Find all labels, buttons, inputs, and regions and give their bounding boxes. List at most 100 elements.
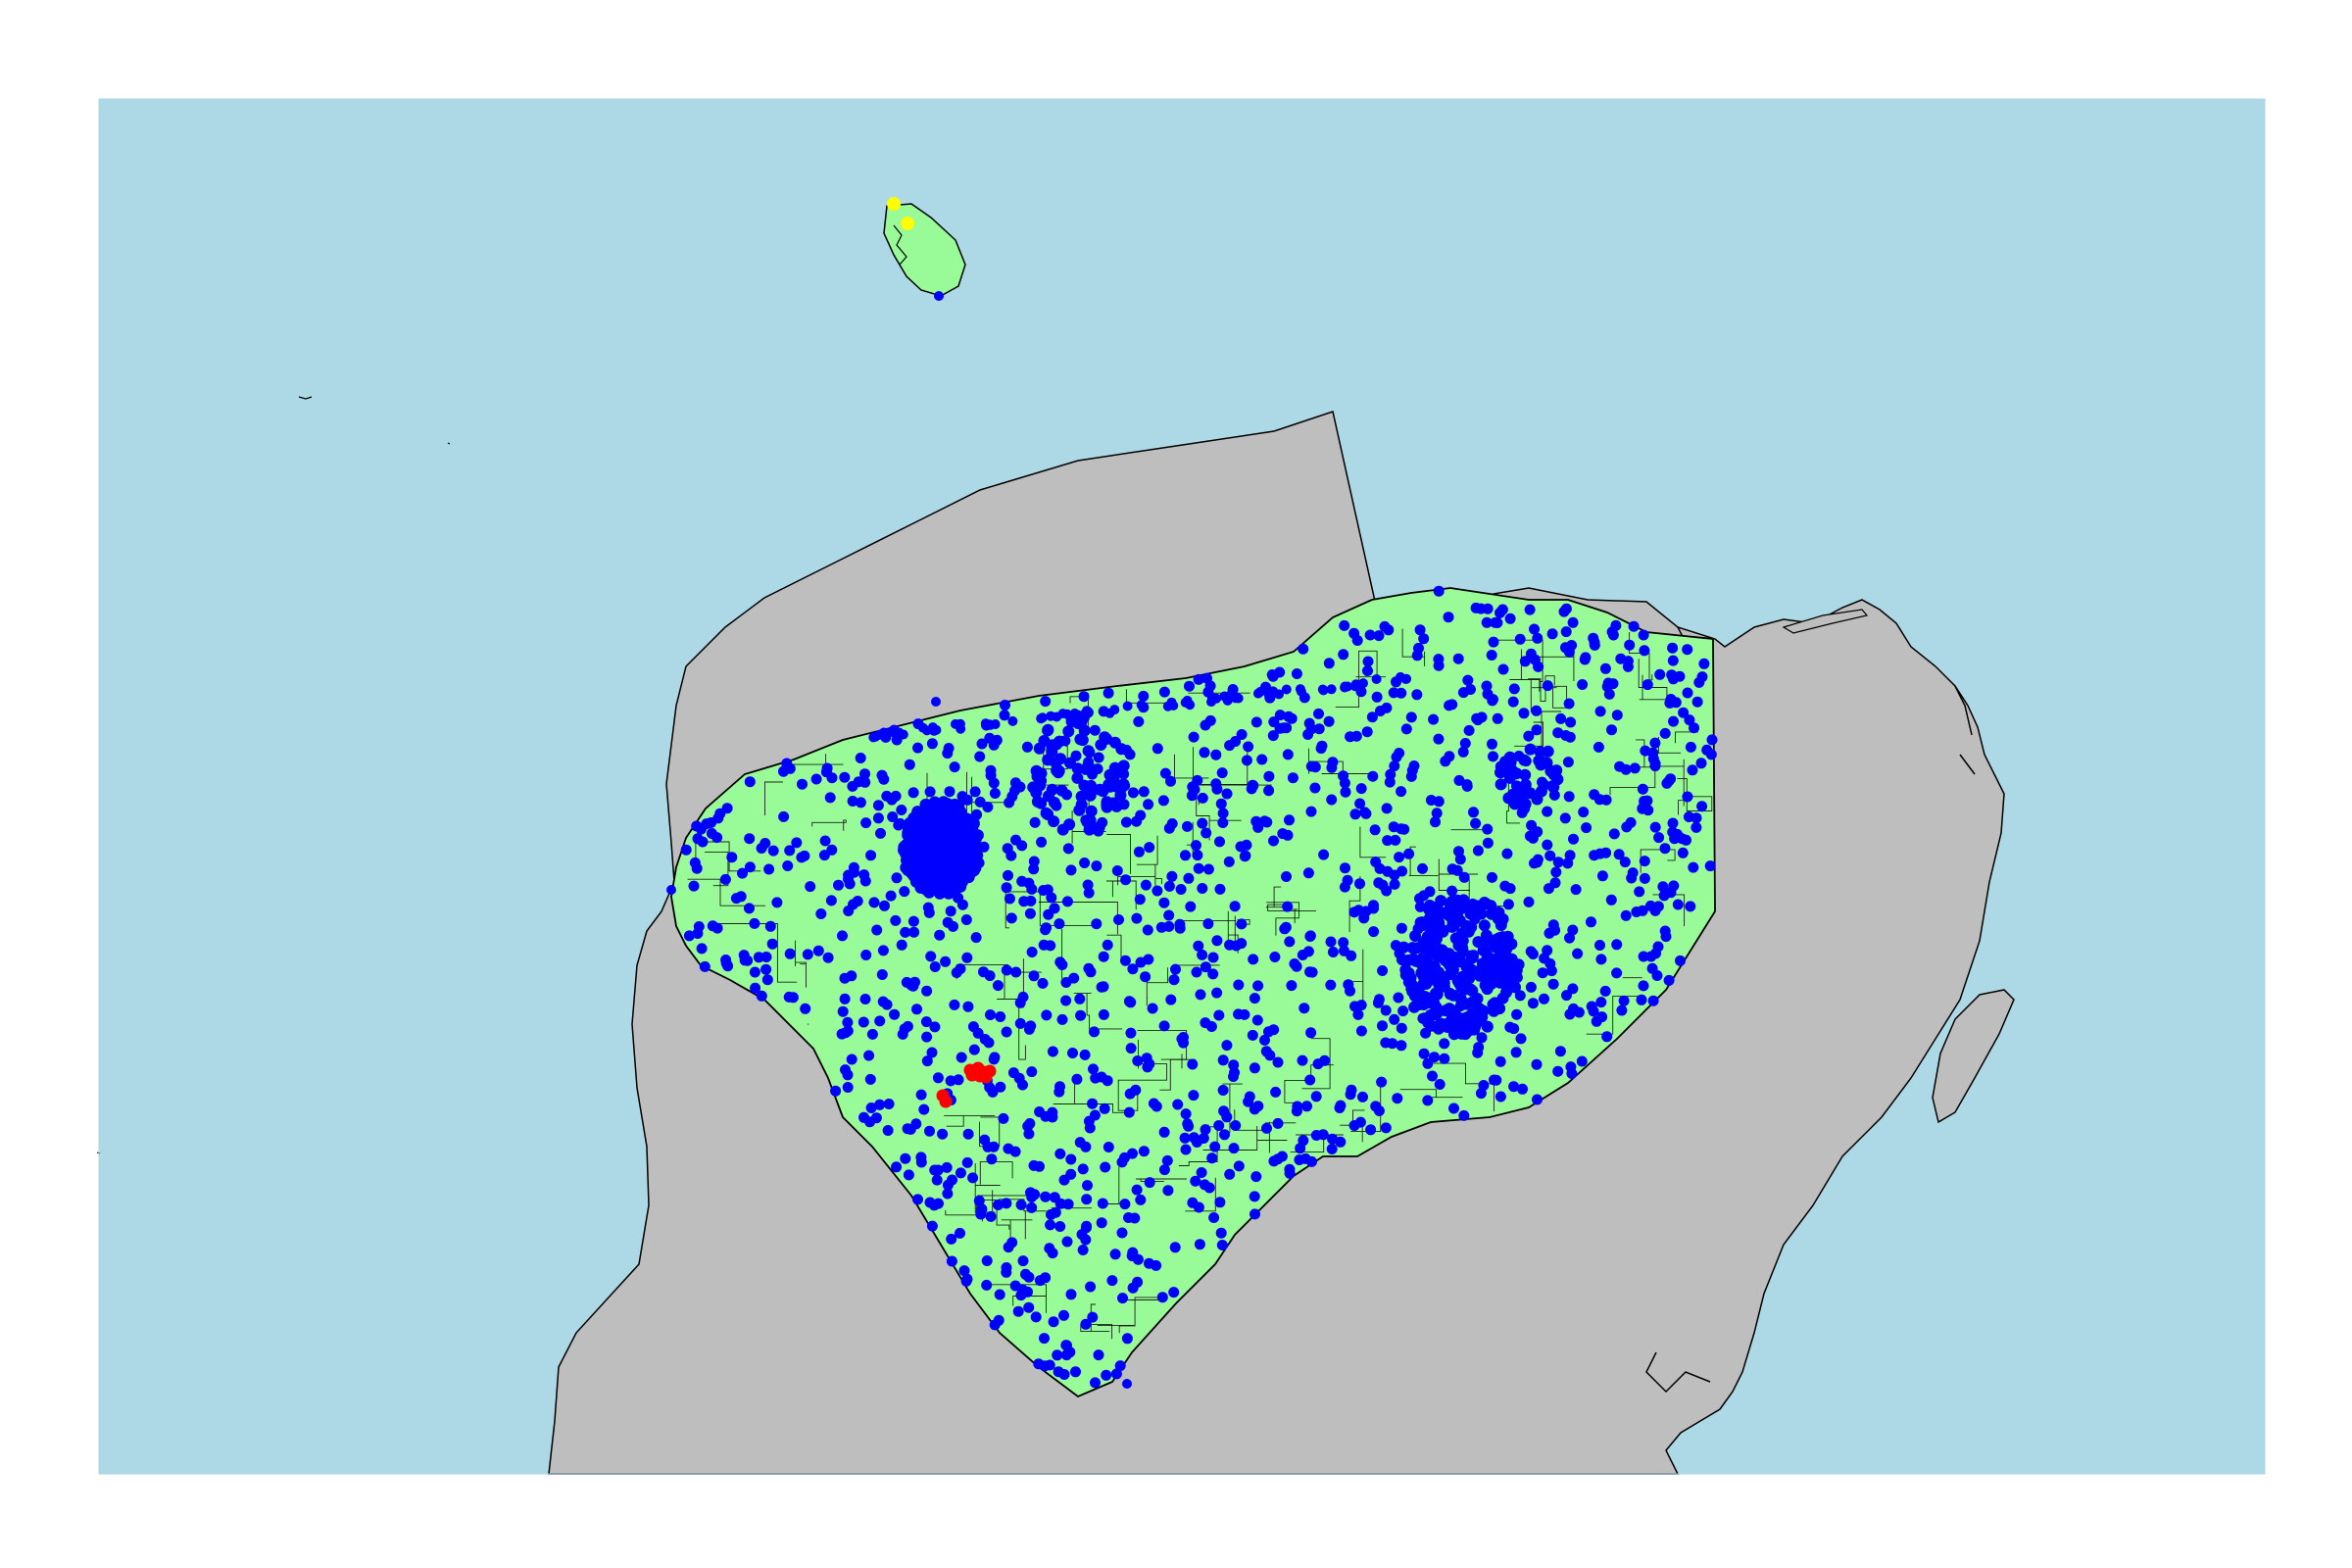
locality-point: [1420, 992, 1433, 1004]
locality-point: [1058, 1309, 1069, 1321]
locality-point: [744, 776, 756, 788]
locality-point: [907, 787, 919, 799]
locality-point: [929, 961, 941, 972]
locality-point: [1653, 832, 1665, 844]
locality-point: [1425, 908, 1438, 921]
locality-point: [1102, 1142, 1114, 1152]
locality-point: [868, 897, 880, 908]
locality-point: [985, 1009, 996, 1020]
municipal-boundary: [1265, 886, 1292, 908]
locality-point: [1067, 1048, 1078, 1058]
locality-point: [1371, 674, 1382, 684]
locality-point: [1249, 1191, 1260, 1202]
locality-point: [719, 873, 731, 885]
locality-point: [1380, 1122, 1392, 1134]
municipal-boundary: [1629, 632, 1653, 681]
locality-point: [1070, 1366, 1081, 1378]
locality-point: [1284, 814, 1295, 826]
locality-point: [744, 833, 756, 845]
locality-point: [1566, 1068, 1578, 1079]
locality-point: [912, 742, 923, 754]
locality-point: [1009, 785, 1020, 797]
locality-point: [992, 980, 1004, 992]
locality-point: [1080, 1318, 1092, 1330]
locality-point: [1659, 925, 1671, 937]
locality-point: [1400, 673, 1411, 684]
locality-point: [1472, 936, 1485, 949]
municipal-boundary: [705, 851, 729, 887]
locality-point: [1295, 1143, 1306, 1154]
locality-point: [1013, 1072, 1025, 1084]
locality-point: [1211, 987, 1223, 999]
locality-point: [986, 1153, 998, 1165]
locality-point: [1060, 1349, 1072, 1361]
locality-point: [1209, 1141, 1221, 1152]
locality-point: [1163, 920, 1175, 932]
locality-point: [1542, 806, 1553, 817]
locality-point: [921, 985, 933, 997]
locality-point: [940, 956, 952, 967]
locality-point: [707, 920, 718, 932]
locality-point: [1552, 1065, 1564, 1077]
locality-point: [1062, 843, 1074, 855]
locality-point: [1659, 727, 1671, 739]
locality-point: [1380, 1004, 1392, 1016]
locality-point: [1613, 849, 1625, 860]
locality-point: [1325, 979, 1337, 991]
locality-point: [802, 949, 813, 960]
locality-point: [985, 719, 996, 730]
locality-point: [815, 908, 827, 919]
locality-point: [1207, 952, 1219, 963]
locality-point: [1354, 798, 1366, 809]
locality-point: [1420, 977, 1433, 990]
locality-point: [1581, 822, 1592, 834]
locality-point: [1518, 708, 1530, 719]
locality-point: [837, 930, 848, 942]
locality-point: [1383, 624, 1395, 636]
locality-point: [1125, 1027, 1137, 1039]
locality-point: [956, 791, 968, 803]
locality-point: [1687, 764, 1698, 776]
municipal-boundary: [1136, 1178, 1187, 1182]
locality-point: [939, 872, 952, 885]
locality-point: [737, 867, 748, 879]
locality-point: [1158, 1020, 1170, 1032]
locality-point: [1627, 867, 1639, 879]
locality-point: [903, 1169, 914, 1181]
locality-point: [989, 788, 1001, 799]
locality-point: [1110, 1368, 1122, 1380]
locality-point: [882, 1125, 894, 1136]
locality-point: [1592, 741, 1604, 753]
locality-point: [1287, 772, 1298, 784]
locality-point: [1215, 798, 1227, 809]
locality-point: [947, 1174, 957, 1186]
locality-point: [1101, 1369, 1112, 1381]
locality-point: [1352, 1008, 1364, 1020]
locality-point: [1152, 885, 1163, 897]
locality-point: [1463, 724, 1475, 736]
municipal-boundary: [1038, 902, 1118, 935]
municipal-boundary: [1438, 858, 1479, 891]
locality-point: [1487, 871, 1497, 883]
locality-point: [1527, 998, 1539, 1009]
locality-point: [1389, 878, 1400, 890]
locality-point: [1611, 710, 1623, 721]
locality-point: [1361, 726, 1373, 738]
locality-point: [1563, 698, 1575, 710]
locality-point: [1228, 1143, 1240, 1154]
locality-point: [771, 897, 783, 908]
locality-point: [1358, 678, 1368, 689]
locality-point: [784, 948, 796, 959]
locality-point: [1532, 1094, 1543, 1105]
locality-point: [1494, 1055, 1506, 1067]
locality-point: [1168, 1287, 1180, 1298]
municipal-boundary: [1101, 1166, 1120, 1204]
locality-point: [1133, 846, 1145, 858]
locality-point: [1429, 1008, 1442, 1021]
locality-point: [1554, 1046, 1566, 1057]
municipal-boundary: [1264, 1121, 1297, 1153]
locality-point: [1704, 860, 1716, 872]
locality-point: [1195, 989, 1206, 1001]
municipal-boundary: [1532, 685, 1568, 709]
municipal-boundary: [966, 802, 1006, 823]
